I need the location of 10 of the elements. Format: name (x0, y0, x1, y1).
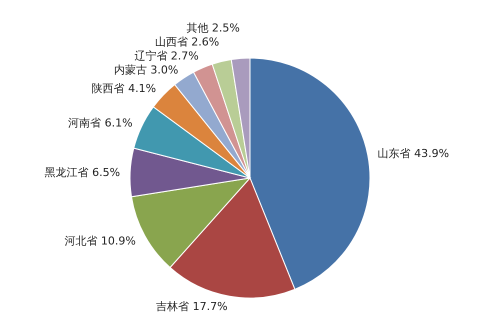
slice-label: 吉林省 17.7% (156, 300, 228, 314)
slice-label: 辽宁省 2.7% (134, 50, 199, 63)
slice-label: 其他 2.5% (186, 22, 240, 35)
slice-label: 内蒙古 3.0% (114, 64, 178, 77)
slice-label: 山东省 43.9% (378, 147, 450, 160)
slice-label: 陕西省 4.1% (92, 82, 156, 96)
slice-label: 山西省 2.6% (154, 36, 220, 49)
slice-label: 河南省 6.1% (68, 116, 133, 130)
slice-label: 河北省 10.9% (64, 234, 136, 248)
slice-label: 黑龙江省 6.5% (44, 166, 120, 179)
